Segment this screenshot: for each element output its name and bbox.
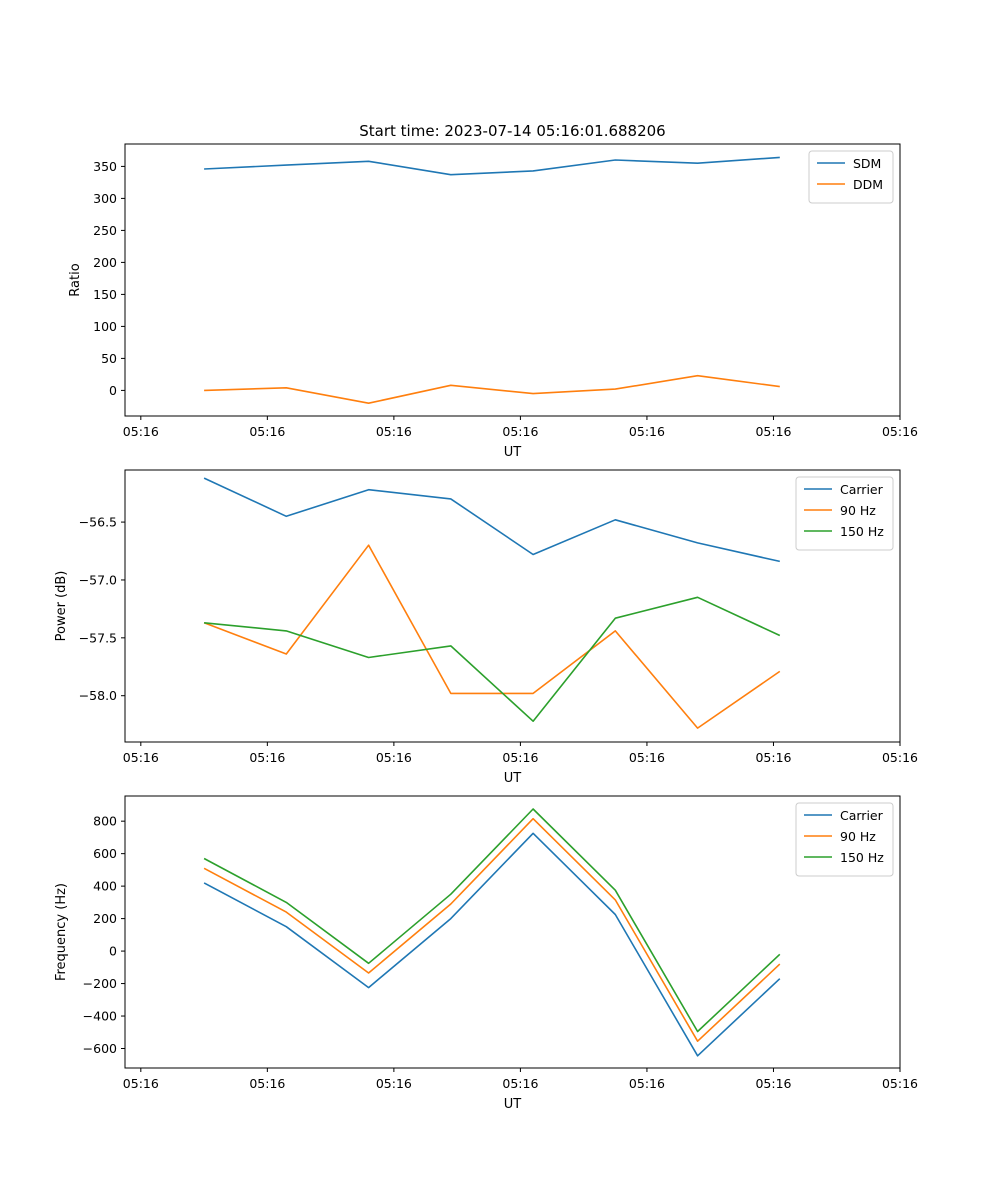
x-tick-label: 05:16 (882, 424, 918, 439)
figure-title: Start time: 2023-07-14 05:16:01.688206 (359, 122, 665, 140)
y-tick-label: 200 (93, 911, 117, 926)
y-tick-label: −57.5 (79, 630, 117, 645)
x-axis-label: UT (504, 1097, 522, 1112)
x-tick-label: 05:16 (629, 1076, 665, 1091)
series-line-carrier (203, 477, 780, 563)
x-tick-label: 05:16 (249, 424, 285, 439)
chart-panel-1: 05:1605:1605:1605:1605:1605:1605:1605:17… (68, 143, 918, 460)
axes-frame (124, 143, 901, 417)
y-tick-label: 100 (93, 319, 117, 334)
y-tick-label: 800 (93, 814, 117, 829)
y-tick-label: 250 (93, 223, 117, 238)
x-axis-label: UT (504, 771, 522, 786)
y-tick-label: 600 (93, 846, 117, 861)
series-line-150-hz (204, 596, 781, 723)
y-tick-label: 200 (93, 255, 117, 270)
x-tick-label: 05:16 (249, 750, 285, 765)
x-tick-label: 05:16 (755, 750, 791, 765)
legend-label: Carrier (840, 808, 884, 823)
axes-frame (124, 469, 901, 743)
y-axis-label: Power (dB) (54, 571, 69, 642)
x-tick-label: 05:16 (755, 424, 791, 439)
x-tick-label: 05:16 (249, 1076, 285, 1091)
legend-label: Carrier (840, 482, 884, 497)
legend-label: 150 Hz (840, 850, 884, 865)
legend: Carrier 90 Hz 150 Hz (795, 802, 894, 877)
series-line-ddm (204, 374, 780, 405)
y-tick-label: −57.0 (79, 572, 117, 587)
legend-label: 90 Hz (840, 503, 876, 518)
y-tick-label: 300 (93, 191, 117, 206)
y-tick-label: −200 (83, 976, 117, 991)
y-axis-label: Frequency (Hz) (54, 883, 69, 981)
y-axis-label: Ratio (68, 263, 83, 296)
y-tick-label: 400 (93, 879, 117, 894)
x-tick-label: 05:16 (376, 1076, 412, 1091)
x-tick-label: 05:16 (502, 750, 538, 765)
y-tick-label: 150 (93, 287, 117, 302)
y-tick-label: −58.0 (79, 688, 117, 703)
y-tick-label: 350 (93, 159, 117, 174)
x-tick-label: 05:16 (376, 424, 412, 439)
y-tick-label: −600 (83, 1041, 117, 1056)
x-tick-label: 05:16 (629, 424, 665, 439)
y-tick-label: 0 (109, 383, 117, 398)
legend-label: SDM (853, 156, 881, 171)
axes-frame (124, 795, 901, 1069)
y-tick-label: 0 (109, 944, 117, 959)
legend: SDM DDM (808, 150, 894, 204)
x-tick-label: 05:16 (629, 750, 665, 765)
x-tick-label: 05:16 (123, 750, 159, 765)
chart-panel-2: 05:1605:1605:1605:1605:1605:1605:1605:17… (54, 469, 918, 786)
x-axis-label: UT (504, 445, 522, 460)
legend: Carrier 90 Hz 150 Hz (795, 476, 894, 551)
x-tick-label: 05:16 (755, 1076, 791, 1091)
y-tick-label: −56.5 (79, 515, 117, 530)
legend-label: 150 Hz (840, 524, 884, 539)
x-tick-label: 05:16 (502, 424, 538, 439)
y-tick-label: −400 (83, 1009, 117, 1024)
x-tick-label: 05:16 (882, 750, 918, 765)
x-tick-label: 05:16 (882, 1076, 918, 1091)
series-line-carrier (203, 832, 781, 1057)
legend-box (808, 150, 894, 204)
series-line-150-hz (203, 808, 781, 1033)
legend-label: DDM (853, 177, 883, 192)
chart-panel-3: 05:1605:1605:1605:1605:1605:1605:1605:17… (54, 795, 918, 1112)
series-line-sdm (204, 156, 780, 176)
legend-label: 90 Hz (840, 829, 876, 844)
series-line-90-hz (203, 544, 781, 729)
x-tick-label: 05:16 (123, 1076, 159, 1091)
y-tick-label: 50 (101, 351, 117, 366)
x-tick-label: 05:16 (123, 424, 159, 439)
x-tick-label: 05:16 (376, 750, 412, 765)
series-line-90-hz (203, 817, 781, 1042)
x-tick-label: 05:16 (502, 1076, 538, 1091)
